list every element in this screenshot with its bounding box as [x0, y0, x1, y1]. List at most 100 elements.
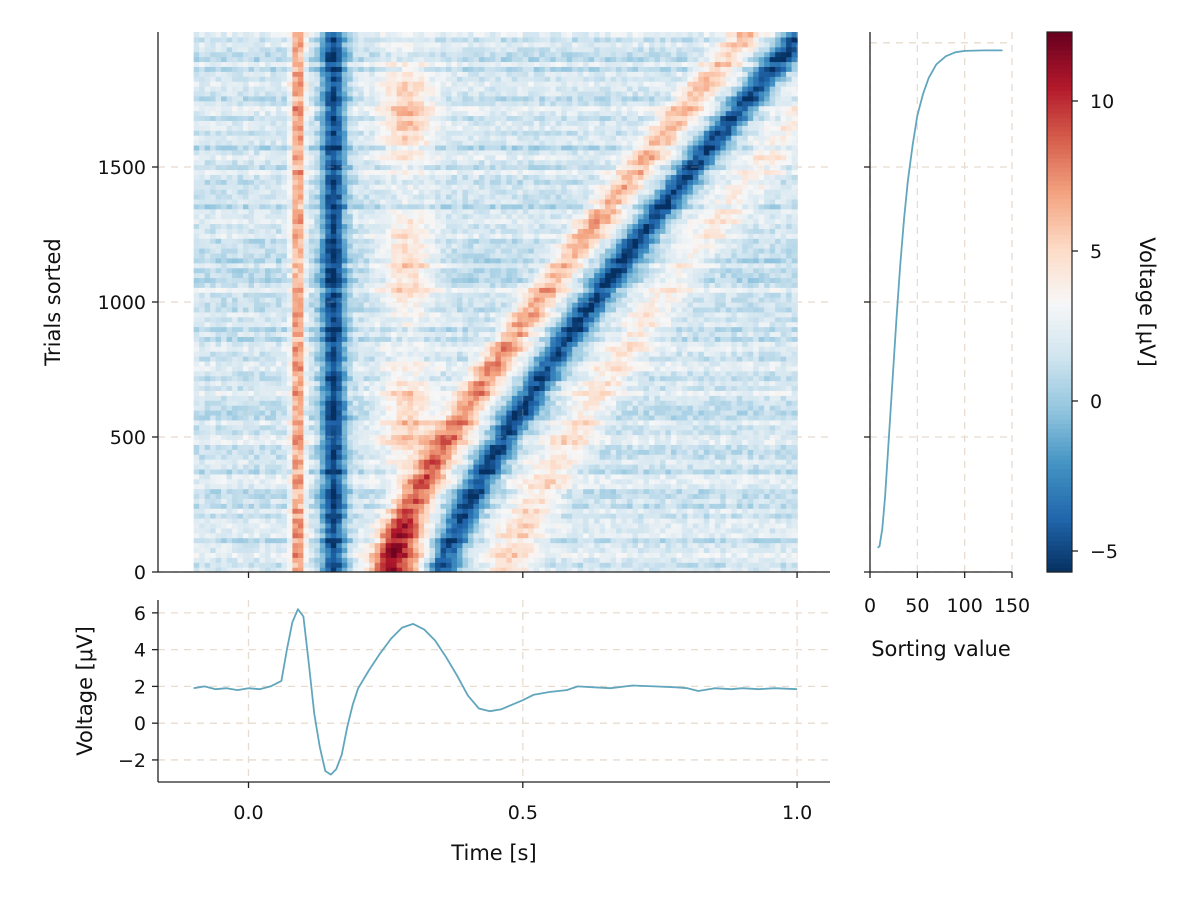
heatmap-cell [775, 473, 782, 480]
heatmap-cell [391, 390, 398, 396]
heatmap-cell [769, 552, 776, 558]
heatmap-cell [429, 459, 436, 465]
heatmap-cell [687, 473, 694, 480]
heatmap-cell [709, 527, 716, 534]
heatmap-cell [413, 562, 420, 568]
heatmap-cell [572, 405, 579, 411]
heatmap-cell [380, 493, 387, 499]
heatmap-cell [517, 400, 524, 406]
heatmap-cell [561, 508, 568, 514]
heatmap-cell [204, 567, 211, 572]
heatmap-cell [418, 508, 425, 514]
heatmap-cell [385, 527, 392, 534]
heatmap-cell [297, 395, 304, 401]
heatmap-cell [648, 356, 656, 362]
heatmap-cell [429, 380, 436, 387]
heatmap-cell [572, 468, 579, 475]
heatmap-cell [418, 375, 425, 382]
heatmap-cell [446, 522, 453, 529]
heatmap-cell [254, 532, 261, 539]
heatmap-cell [605, 547, 612, 553]
heatmap-cell [358, 419, 365, 426]
heatmap-cell [199, 459, 206, 465]
heatmap-cell [215, 400, 222, 406]
heatmap-cell [786, 405, 793, 411]
heatmap-cell [753, 444, 760, 450]
heatmap-cell [627, 513, 634, 519]
heatmap-cell [665, 370, 672, 377]
heatmap-cell [517, 439, 524, 445]
heatmap-cell [605, 385, 612, 391]
heatmap-cell [583, 503, 590, 509]
heatmap-cell [407, 468, 414, 475]
heatmap-cell [352, 351, 359, 357]
heatmap-cell [467, 365, 475, 372]
heatmap-cell [286, 424, 293, 431]
heatmap-cell [204, 464, 211, 470]
heatmap-cell [413, 414, 420, 421]
heatmap-cell [341, 537, 348, 544]
heatmap-cell [703, 522, 710, 529]
heatmap-cell [303, 380, 310, 387]
heatmap-cell [610, 537, 617, 544]
heatmap-cell [232, 454, 239, 460]
heatmap-cell [193, 424, 200, 431]
heatmap-cell [522, 365, 529, 372]
heatmap-cell [539, 370, 546, 377]
heatmap-cell [687, 434, 694, 441]
heatmap-cell [616, 518, 623, 524]
heatmap-cell [297, 400, 304, 406]
heatmap-cell [747, 464, 754, 470]
heatmap-cell [676, 527, 683, 534]
heatmap-cell [572, 473, 579, 480]
heatmap-cell [544, 547, 551, 553]
heatmap-cell [550, 449, 557, 455]
heatmap-cell [418, 562, 425, 568]
heatmap-cell [698, 356, 705, 362]
heatmap-cell [237, 424, 244, 431]
heatmap-cell [692, 567, 699, 572]
heatmap-cell [380, 537, 387, 544]
heatmap-cell [473, 567, 480, 572]
heatmap-cell [193, 400, 200, 406]
heatmap-cell [352, 405, 359, 411]
heatmap-cell [336, 557, 343, 563]
heatmap-cell [237, 351, 244, 357]
heatmap-cell [572, 390, 579, 396]
heatmap-cell [248, 424, 255, 431]
heatmap-cell [391, 439, 398, 445]
heatmap-cell [402, 518, 409, 524]
heatmap-cell [638, 542, 645, 549]
heatmap-cell [308, 527, 315, 534]
heatmap-cell [215, 439, 222, 445]
heatmap-cell [440, 414, 447, 421]
heatmap-cell [418, 370, 425, 377]
heatmap-cell [429, 405, 436, 411]
heatmap-cell [742, 527, 749, 534]
heatmap-cell [583, 562, 590, 568]
heatmap-cell [369, 414, 376, 421]
heatmap-cell [221, 513, 228, 519]
heatmap-cell [308, 478, 315, 485]
heatmap-cell [330, 385, 337, 391]
heatmap-cell [259, 498, 266, 504]
heatmap-cell [506, 498, 513, 504]
heatmap-cell [473, 410, 480, 416]
heatmap-cell [264, 464, 272, 470]
heatmap-cell [780, 414, 787, 421]
heatmap-cell [204, 547, 211, 553]
heatmap-cell [692, 483, 699, 490]
heatmap-cell [341, 532, 348, 539]
heatmap-cell [259, 532, 266, 539]
heatmap-cell [374, 542, 381, 549]
heatmap-cell [775, 503, 782, 509]
heatmap-cell [539, 405, 546, 411]
heatmap-cell [643, 439, 650, 445]
heatmap-cell [446, 537, 453, 544]
heatmap-cell [374, 424, 381, 431]
heatmap-cell [456, 419, 464, 426]
heatmap-cell [402, 537, 409, 544]
heatmap-cell [632, 454, 639, 460]
heatmap-cell [758, 395, 765, 401]
heatmap-cell [259, 346, 266, 352]
